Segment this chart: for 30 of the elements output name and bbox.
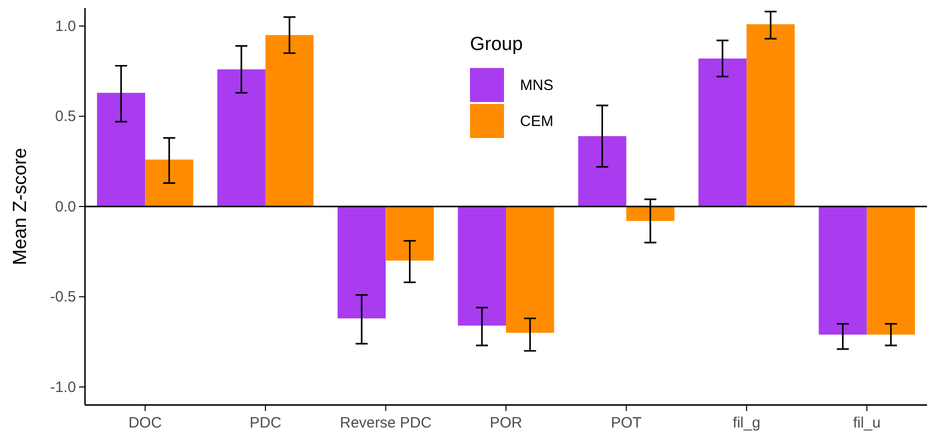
bar	[145, 160, 194, 206]
bar	[386, 206, 434, 261]
bar	[626, 206, 674, 221]
bar	[265, 35, 314, 206]
bar	[338, 206, 386, 318]
bar	[578, 136, 626, 206]
bar	[97, 92, 146, 206]
bar	[698, 58, 747, 206]
x-tick-label: DOC	[128, 414, 162, 432]
y-tick-label: 1.0	[55, 18, 76, 35]
x-tick-label: POT	[610, 414, 642, 432]
y-tick-label: -1.0	[50, 378, 76, 396]
bar	[217, 69, 266, 206]
y-tick-label: 0.0	[55, 198, 76, 216]
bar	[818, 206, 867, 335]
y-tick-label: -0.5	[50, 288, 76, 306]
bar	[506, 206, 554, 333]
y-axis-title: Mean Z-score	[10, 148, 31, 266]
legend-label: CEM	[520, 113, 554, 130]
legend-label: MNS	[520, 77, 554, 94]
x-tick-label: Reverse PDC	[340, 414, 432, 432]
bar	[866, 206, 915, 335]
bar	[458, 206, 506, 326]
x-tick-label: POR	[490, 414, 522, 432]
x-tick-label: PDC	[250, 414, 282, 432]
x-tick-label: fil_u	[853, 414, 881, 432]
bar	[746, 24, 795, 206]
legend-title: Group	[470, 34, 523, 55]
x-tick-label: fil_g	[732, 414, 760, 432]
y-tick-label: 0.5	[55, 108, 76, 126]
